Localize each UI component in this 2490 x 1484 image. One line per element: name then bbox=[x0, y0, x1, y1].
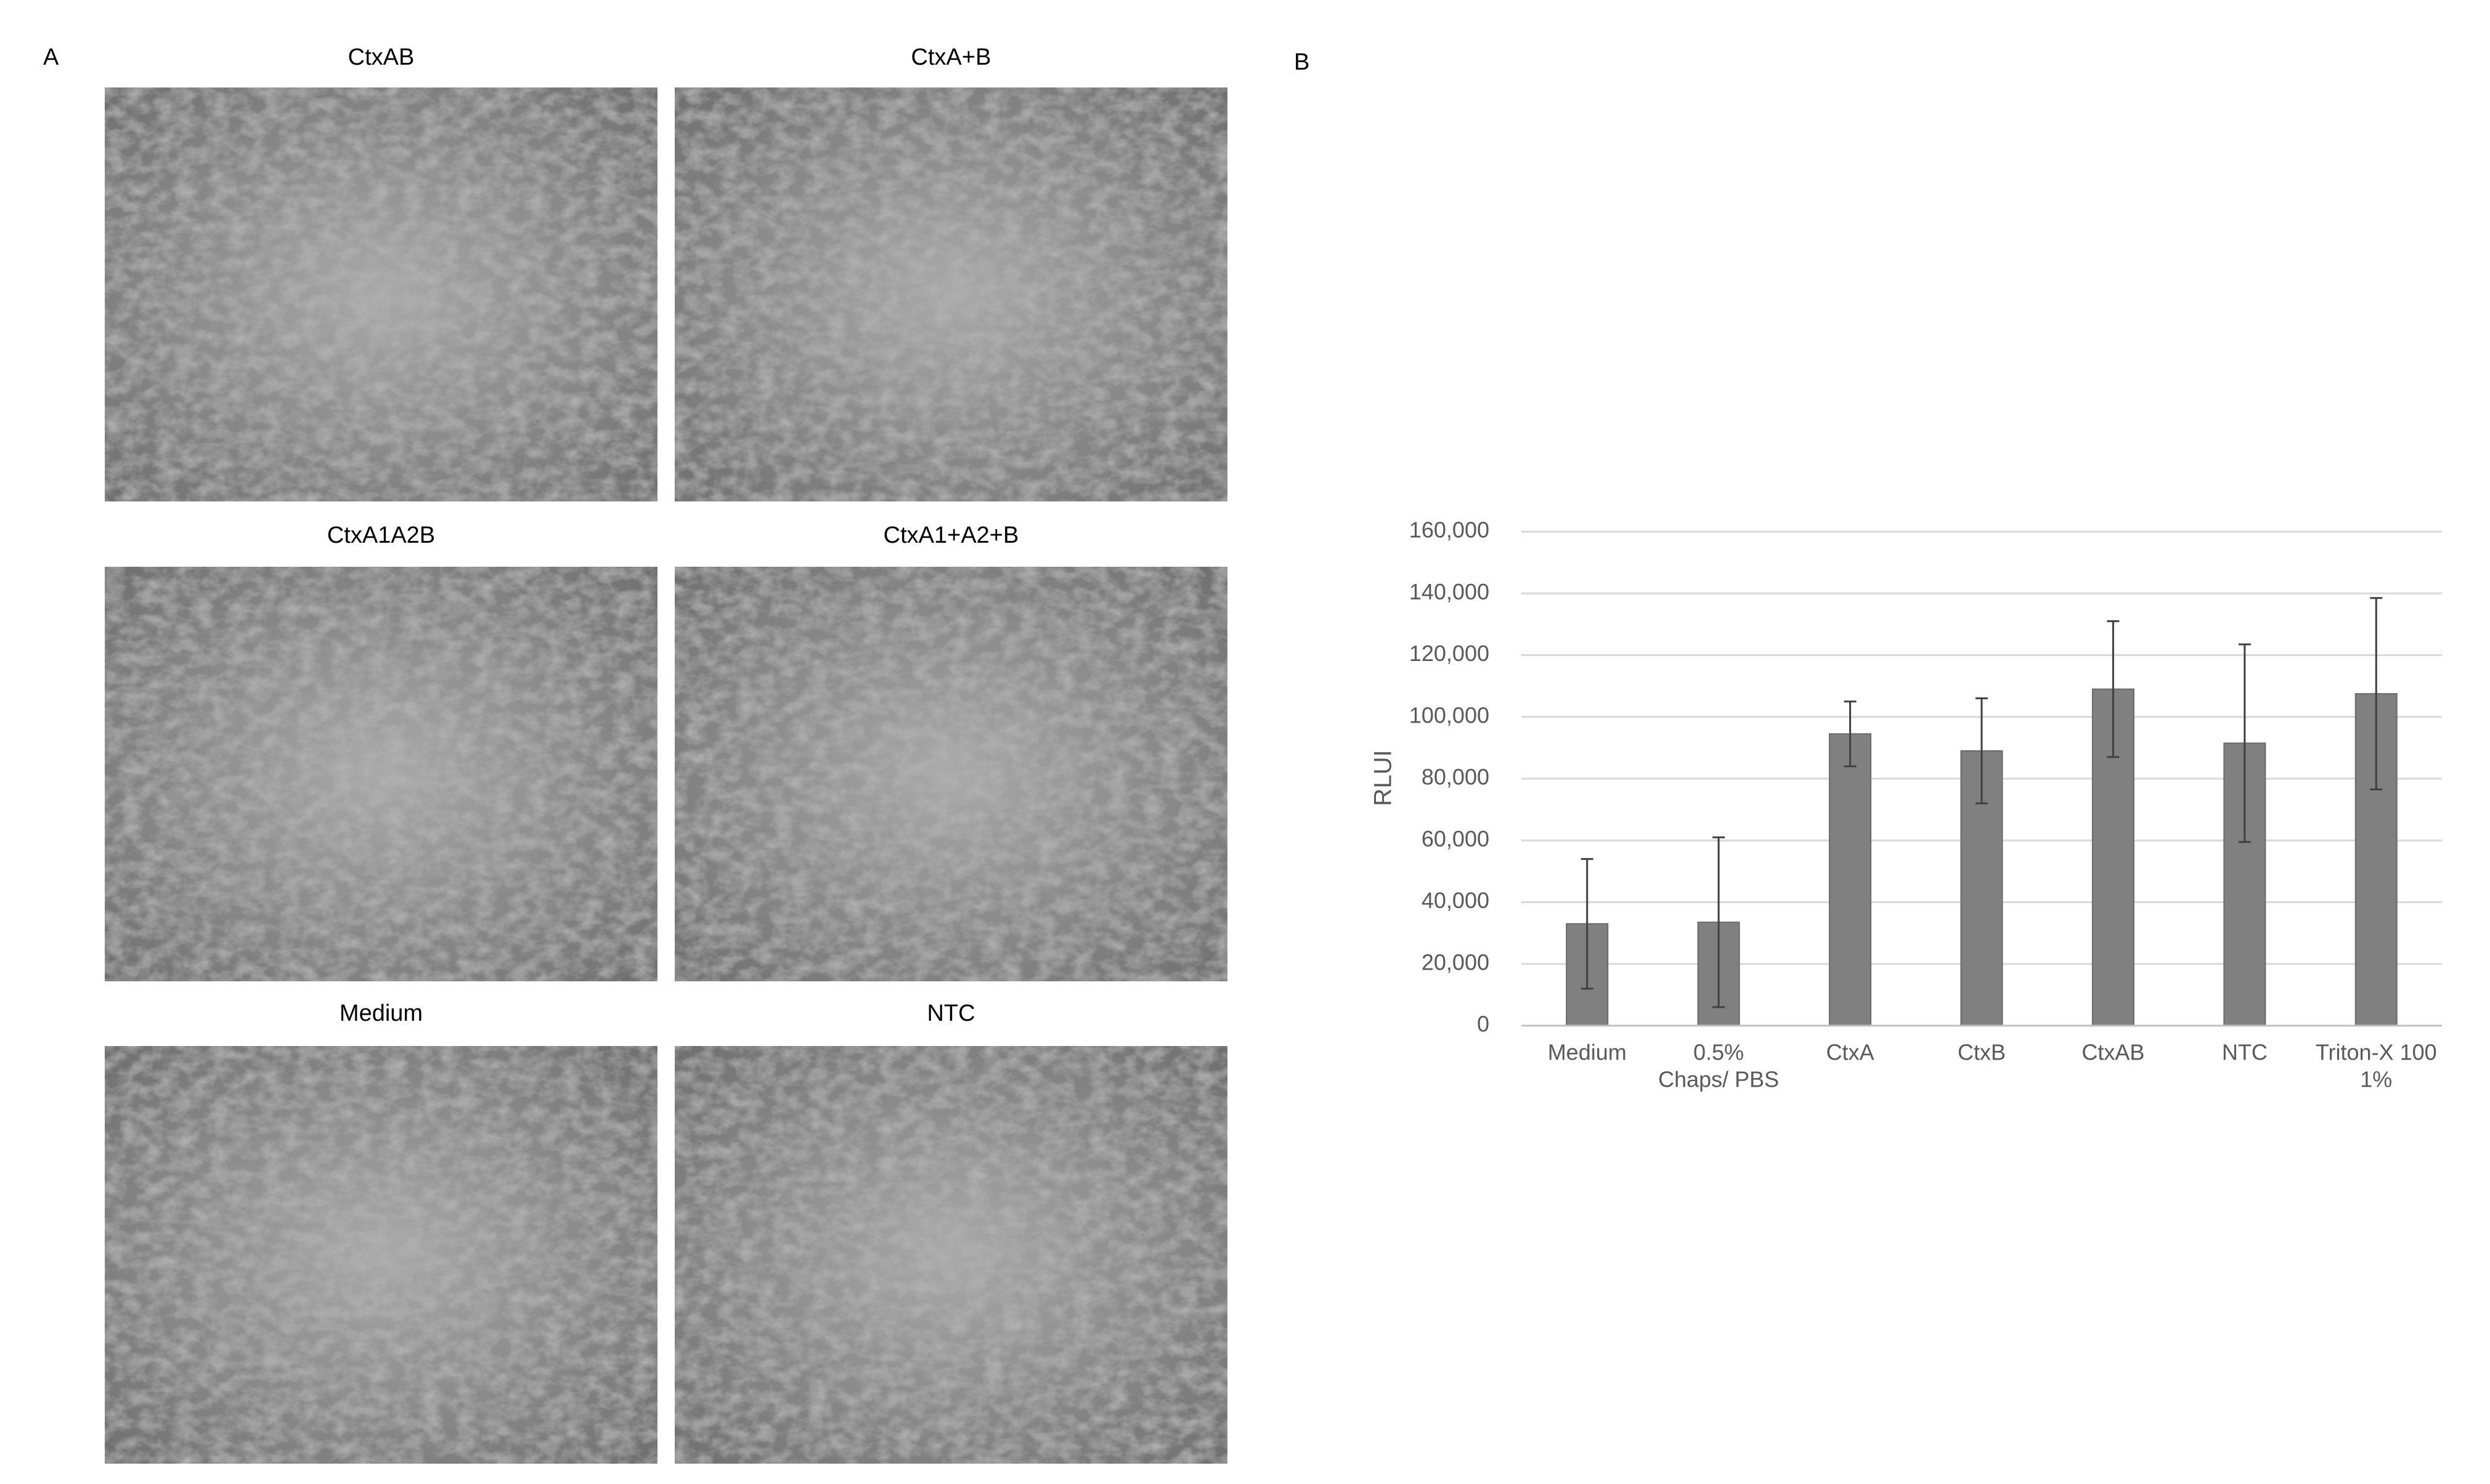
image-title: CtxA+B bbox=[911, 44, 991, 70]
image-title: Medium bbox=[340, 1000, 423, 1026]
error-bar bbox=[1581, 858, 1593, 990]
x-tick-label: CtxB bbox=[1958, 1040, 2006, 1065]
x-tick-label: CtxA bbox=[1826, 1040, 1874, 1065]
micrograph bbox=[105, 567, 657, 981]
image-title: CtxA1A2B bbox=[327, 522, 435, 548]
error-bar bbox=[2107, 620, 2120, 758]
y-axis-label: RLUI bbox=[1370, 750, 1397, 806]
y-tick-label: 0 bbox=[1477, 1012, 1489, 1037]
x-tick-label: Medium bbox=[1548, 1040, 1627, 1065]
error-bar bbox=[2238, 643, 2251, 843]
y-tick-label: 60,000 bbox=[1422, 826, 1489, 851]
x-tick-label: Triton-X 100 bbox=[2316, 1040, 2437, 1065]
x-tick-label: 0.5% bbox=[1693, 1040, 1744, 1065]
micrograph bbox=[675, 1046, 1227, 1464]
y-tick-label: 80,000 bbox=[1422, 764, 1489, 790]
y-tick-label: 100,000 bbox=[1409, 702, 1489, 728]
x-tick-label: Chaps/ PBS bbox=[1658, 1067, 1779, 1092]
micrograph bbox=[105, 1046, 657, 1464]
y-tick-label: 120,000 bbox=[1409, 641, 1489, 666]
bar bbox=[1829, 733, 1872, 1026]
image-title: CtxA1+A2+B bbox=[884, 522, 1019, 548]
y-tick-label: 40,000 bbox=[1422, 888, 1489, 913]
error-bar bbox=[1712, 836, 1725, 1008]
micrograph bbox=[675, 567, 1227, 981]
panel-label: A bbox=[43, 44, 59, 70]
error-bar bbox=[1975, 697, 1988, 805]
x-tick-label: NTC bbox=[2222, 1040, 2268, 1065]
micrograph bbox=[675, 87, 1227, 501]
y-tick-label: 140,000 bbox=[1409, 579, 1489, 604]
image-title: CtxAB bbox=[348, 44, 415, 70]
micrograph bbox=[105, 87, 657, 501]
error-bar bbox=[1844, 700, 1857, 768]
image-title: NTC bbox=[927, 1000, 975, 1026]
x-tick-label: CtxAB bbox=[2081, 1040, 2144, 1065]
panel-label: B bbox=[1294, 49, 1309, 75]
x-tick-label: 1% bbox=[2360, 1067, 2392, 1092]
error-bar bbox=[2370, 597, 2383, 791]
y-tick-label: 20,000 bbox=[1422, 949, 1489, 975]
y-tick-label: 160,000 bbox=[1409, 517, 1489, 543]
